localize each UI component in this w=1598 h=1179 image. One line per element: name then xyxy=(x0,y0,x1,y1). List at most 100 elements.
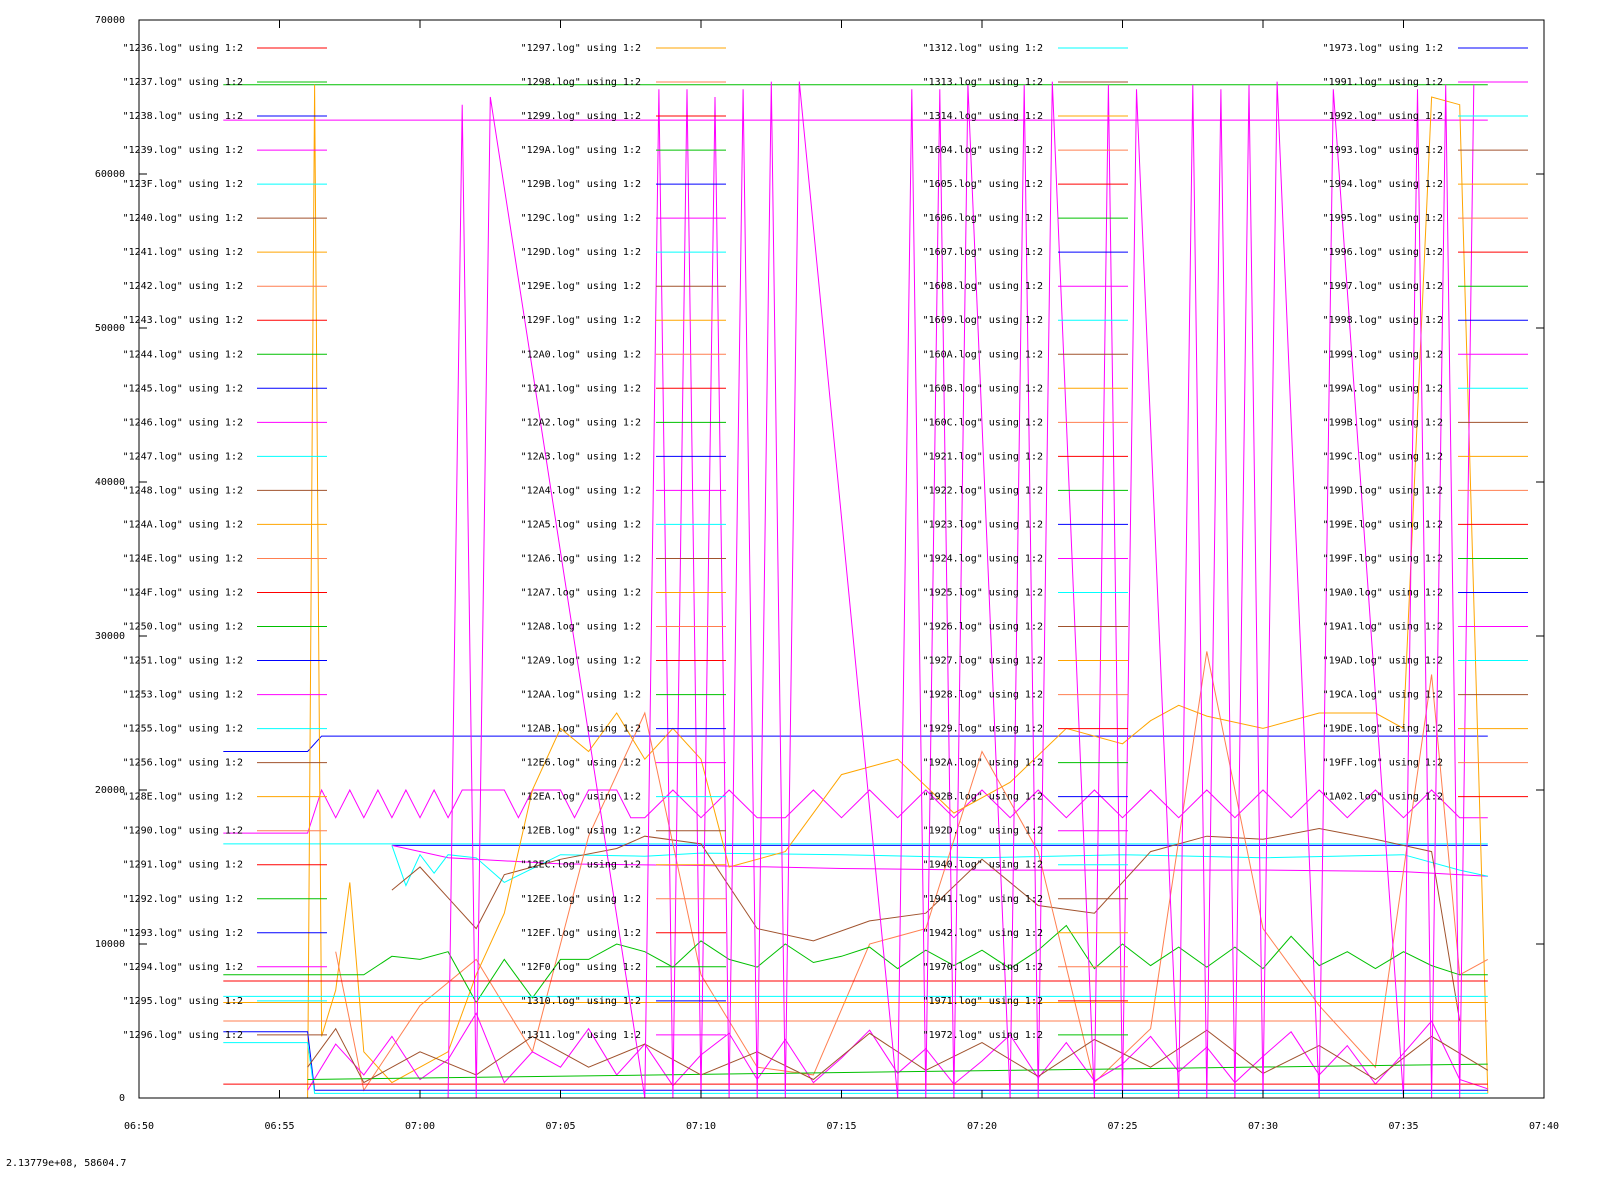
legend-entry-label: "129E.log" using 1:2 xyxy=(521,281,641,292)
legend-entry-label: "124E.log" using 1:2 xyxy=(123,553,243,564)
legend-entry-label: "1250.log" using 1:2 xyxy=(123,622,243,633)
legend-entry-label: "1996.log" using 1:2 xyxy=(1323,247,1443,258)
y-tick-label: 20000 xyxy=(95,785,125,796)
legend-entry-label: "128E.log" using 1:2 xyxy=(123,792,243,803)
series-line-16 xyxy=(223,1031,1488,1091)
legend-entry-label: "1293.log" using 1:2 xyxy=(123,928,243,939)
legend-entry-label: "1607.log" using 1:2 xyxy=(923,247,1043,258)
legend-entry-label: "1921.log" using 1:2 xyxy=(923,451,1043,462)
legend-entry-label: "12E6.log" using 1:2 xyxy=(521,758,641,769)
legend-entry-label: "192A.log" using 1:2 xyxy=(923,758,1043,769)
legend-entry-label: "1255.log" using 1:2 xyxy=(123,724,243,735)
x-tick-label: 06:55 xyxy=(264,1121,294,1132)
legend-entry-label: "1922.log" using 1:2 xyxy=(923,485,1043,496)
legend-entry-label: "1239.log" using 1:2 xyxy=(123,145,243,156)
legend-entry-label: "199E.log" using 1:2 xyxy=(1323,519,1443,530)
legend: "1236.log" using 1:2 "1237.log" using 1:2… xyxy=(123,43,1528,1041)
legend-entry-label: "1248.log" using 1:2 xyxy=(123,485,243,496)
x-tick-label: 07:20 xyxy=(967,1121,997,1132)
legend-entry-label: "192B.log" using 1:2 xyxy=(923,792,1043,803)
legend-entry-label: "1606.log" using 1:2 xyxy=(923,213,1043,224)
legend-entry-label: "1246.log" using 1:2 xyxy=(123,417,243,428)
legend-entry-label: "1929.log" using 1:2 xyxy=(923,724,1043,735)
y-tick-label: 10000 xyxy=(95,939,125,950)
legend-entry-label: "124A.log" using 1:2 xyxy=(123,519,243,530)
legend-entry-label: "199F.log" using 1:2 xyxy=(1323,553,1443,564)
legend-entry-label: "1927.log" using 1:2 xyxy=(923,656,1043,667)
legend-entry-label: "12EF.log" using 1:2 xyxy=(521,928,641,939)
x-tick-label: 07:40 xyxy=(1529,1121,1559,1132)
legend-entry-label: "12A9.log" using 1:2 xyxy=(521,656,641,667)
legend-entry-label: "19A0.log" using 1:2 xyxy=(1323,587,1443,598)
legend-entry-label: "129C.log" using 1:2 xyxy=(521,213,641,224)
series-line-9 xyxy=(223,84,1489,1099)
legend-entry-label: "1244.log" using 1:2 xyxy=(123,349,243,360)
legend-entry-label: "1313.log" using 1:2 xyxy=(923,77,1043,88)
legend-entry-label: "12AB.log" using 1:2 xyxy=(521,724,641,735)
legend-entry-label: "1290.log" using 1:2 xyxy=(123,826,243,837)
legend-entry-label: "1970.log" using 1:2 xyxy=(923,962,1043,973)
legend-entry-label: "1243.log" using 1:2 xyxy=(123,315,243,326)
y-tick-label: 70000 xyxy=(95,15,125,26)
legend-entry-label: "199A.log" using 1:2 xyxy=(1323,383,1443,394)
series-line-2 xyxy=(223,735,1488,752)
series-line-6 xyxy=(391,844,1488,877)
legend-entry-label: "1292.log" using 1:2 xyxy=(123,894,243,905)
legend-entry-label: "124F.log" using 1:2 xyxy=(123,587,243,598)
legend-entry-label: "1A02.log" using 1:2 xyxy=(1323,792,1443,803)
legend-entry-label: "123F.log" using 1:2 xyxy=(123,179,243,190)
coordinate-readout: 2.13779e+08, 58604.7 xyxy=(6,1158,127,1169)
legend-entry-label: "1992.log" using 1:2 xyxy=(1323,111,1443,122)
legend-entry-label: "1238.log" using 1:2 xyxy=(123,111,243,122)
legend-entry-label: "1998.log" using 1:2 xyxy=(1323,315,1443,326)
series-line-5 xyxy=(223,788,1488,834)
legend-entry-label: "1928.log" using 1:2 xyxy=(923,690,1043,701)
legend-entry-label: "1242.log" using 1:2 xyxy=(123,281,243,292)
legend-entry-label: "1251.log" using 1:2 xyxy=(123,656,243,667)
legend-entry-label: "129A.log" using 1:2 xyxy=(521,145,641,156)
y-tick-label: 30000 xyxy=(95,631,125,642)
series-line-8 xyxy=(391,827,1461,1022)
legend-entry-label: "12AA.log" using 1:2 xyxy=(521,690,641,701)
legend-entry-label: "192D.log" using 1:2 xyxy=(923,826,1043,837)
legend-entry-label: "160C.log" using 1:2 xyxy=(923,417,1043,428)
legend-entry-label: "12A3.log" using 1:2 xyxy=(521,451,641,462)
x-tick-label: 07:25 xyxy=(1107,1121,1137,1132)
y-tick-label: 40000 xyxy=(95,477,125,488)
legend-entry-label: "1923.log" using 1:2 xyxy=(923,519,1043,530)
legend-entry-label: "1245.log" using 1:2 xyxy=(123,383,243,394)
series-line-7 xyxy=(391,845,1488,887)
legend-entry-label: "1256.log" using 1:2 xyxy=(123,758,243,769)
legend-entry-label: "1241.log" using 1:2 xyxy=(123,247,243,258)
legend-entry-label: "12A7.log" using 1:2 xyxy=(521,587,641,598)
legend-entry-label: "199B.log" using 1:2 xyxy=(1323,417,1443,428)
legend-entry-label: "12A4.log" using 1:2 xyxy=(521,485,641,496)
legend-entry-label: "12EC.log" using 1:2 xyxy=(521,860,641,871)
legend-entry-label: "1294.log" using 1:2 xyxy=(123,962,243,973)
x-tick-label: 07:30 xyxy=(1248,1121,1278,1132)
legend-entry-label: "19A1.log" using 1:2 xyxy=(1323,622,1443,633)
legend-entry-label: "1297.log" using 1:2 xyxy=(521,43,641,54)
legend-entry-label: "129B.log" using 1:2 xyxy=(521,179,641,190)
legend-entry-label: "1295.log" using 1:2 xyxy=(123,996,243,1007)
axes-layer: 0 10000 20000 30000 40000 50000 60000 70000 06:5… xyxy=(95,15,1559,1132)
legend-entry-label: "1291.log" using 1:2 xyxy=(123,860,243,871)
legend-entry-label: "1994.log" using 1:2 xyxy=(1323,179,1443,190)
legend-entry-label: "160B.log" using 1:2 xyxy=(923,383,1043,394)
legend-entry-label: "12A0.log" using 1:2 xyxy=(521,349,641,360)
y-tick-label: 0 xyxy=(119,1093,125,1104)
legend-entry-label: "1941.log" using 1:2 xyxy=(923,894,1043,905)
series-layer xyxy=(223,81,1489,1099)
legend-entry-label: "160A.log" using 1:2 xyxy=(923,349,1043,360)
legend-entry-label: "19FF.log" using 1:2 xyxy=(1323,758,1443,769)
x-tick-label: 07:15 xyxy=(826,1121,856,1132)
legend-entry-label: "12A8.log" using 1:2 xyxy=(521,622,641,633)
series-line-22 xyxy=(447,81,1475,1099)
legend-entry-label: "1310.log" using 1:2 xyxy=(521,996,641,1007)
legend-entry-label: "1253.log" using 1:2 xyxy=(123,690,243,701)
legend-entry-label: "1995.log" using 1:2 xyxy=(1323,213,1443,224)
legend-entry-label: "1296.log" using 1:2 xyxy=(123,1030,243,1041)
legend-entry-label: "129F.log" using 1:2 xyxy=(521,315,641,326)
series-line-11 xyxy=(223,924,1488,1004)
